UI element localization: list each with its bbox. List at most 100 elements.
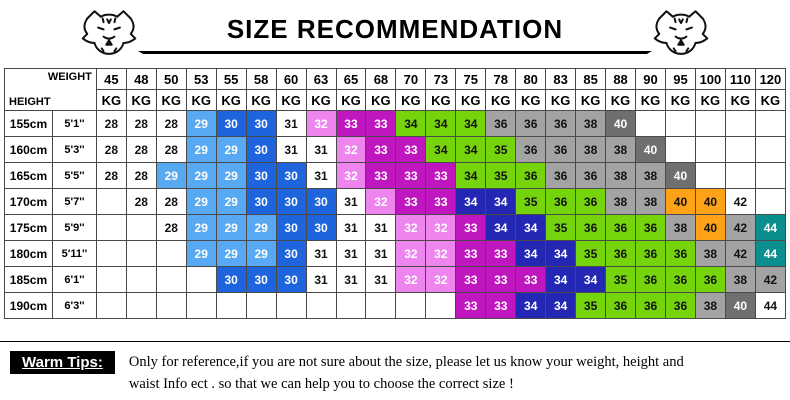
- empty-cell: [185, 266, 217, 293]
- weight-header: 60: [275, 68, 307, 90]
- empty-cell: [155, 266, 187, 293]
- size-cell: 36: [664, 240, 696, 267]
- size-cell: 35: [575, 292, 607, 319]
- size-cell: 28: [95, 136, 127, 163]
- title-underline: [138, 51, 652, 54]
- size-cell: 31: [365, 266, 397, 293]
- tips-line-1: Only for reference,if you are not sure a…: [128, 354, 684, 370]
- size-cell: 40: [664, 188, 696, 215]
- weight-header: 70: [395, 68, 427, 90]
- unit-kg-label: KG: [694, 89, 726, 111]
- size-cell: 36: [545, 136, 577, 163]
- weight-header: 83: [545, 68, 577, 90]
- size-cell: 30: [275, 240, 307, 267]
- height-row: 155cm 5'1'' 28 28 28 29 30 30 31 32 33 33 34 34 34 36 36…: [4, 110, 787, 137]
- unit-kg-label: KG: [155, 89, 187, 111]
- height-ft-label: 5'3'': [51, 136, 97, 163]
- corner-weight-height: WEIGHT HEIGHT: [4, 68, 97, 111]
- size-cell: 31: [305, 162, 337, 189]
- size-cell: 36: [605, 240, 637, 267]
- size-cell: 36: [575, 214, 607, 241]
- size-cell: 28: [155, 188, 187, 215]
- size-cell: 32: [395, 266, 427, 293]
- size-cell: 38: [694, 292, 726, 319]
- size-cell: 38: [605, 162, 637, 189]
- size-cell: 28: [125, 188, 157, 215]
- empty-cell: [275, 292, 307, 319]
- empty-cell: [95, 240, 127, 267]
- size-cell: 28: [95, 162, 127, 189]
- size-cell: 33: [455, 214, 487, 241]
- size-cell: 44: [754, 292, 787, 319]
- size-cell: 31: [335, 266, 367, 293]
- size-cell: 36: [635, 214, 666, 241]
- weight-header: 100: [694, 68, 726, 90]
- size-cell: 34: [485, 188, 517, 215]
- unit-kg-label: KG: [125, 89, 157, 111]
- weight-header: 53: [185, 68, 217, 90]
- empty-cell: [95, 214, 127, 241]
- size-cell: 35: [485, 162, 517, 189]
- empty-cell: [694, 136, 726, 163]
- unit-kg-label: KG: [425, 89, 457, 111]
- size-cell: 33: [395, 136, 427, 163]
- size-cell: 40: [635, 136, 666, 163]
- empty-cell: [395, 292, 427, 319]
- unit-kg-label: KG: [185, 89, 217, 111]
- empty-cell: [365, 292, 397, 319]
- empty-cell: [754, 162, 787, 189]
- size-cell: 33: [425, 188, 457, 215]
- empty-cell: [95, 188, 127, 215]
- size-cell: 38: [635, 188, 666, 215]
- height-ft-label: 5'9'': [51, 214, 97, 241]
- tiger-logo-right: [653, 10, 709, 55]
- size-cell: 30: [245, 266, 277, 293]
- size-cell: 30: [245, 188, 277, 215]
- title-block: SIZE RECOMMENDATION: [138, 6, 652, 54]
- size-cell: 28: [155, 136, 187, 163]
- size-cell: 38: [635, 162, 666, 189]
- size-cell: 29: [185, 162, 217, 189]
- empty-cell: [724, 136, 756, 163]
- empty-cell: [125, 240, 157, 267]
- unit-kg-label: KG: [335, 89, 367, 111]
- weight-header: 90: [635, 68, 666, 90]
- weight-header: 63: [305, 68, 337, 90]
- size-cell: 36: [575, 162, 607, 189]
- size-cell: 38: [575, 110, 607, 137]
- size-cell: 40: [605, 110, 637, 137]
- size-cell: 36: [664, 266, 696, 293]
- empty-cell: [724, 110, 756, 137]
- empty-cell: [425, 292, 457, 319]
- size-cell: 33: [365, 136, 397, 163]
- weight-header: 120: [754, 68, 787, 90]
- height-ft-label: 5'5'': [51, 162, 97, 189]
- size-cell: 29: [215, 162, 247, 189]
- size-cell: 30: [215, 110, 247, 137]
- size-cell: 36: [635, 266, 666, 293]
- size-cell: 31: [305, 266, 337, 293]
- size-cell: 34: [515, 240, 547, 267]
- size-cell: 36: [545, 110, 577, 137]
- size-cell: 30: [275, 188, 307, 215]
- size-cell: 36: [635, 292, 666, 319]
- size-cell: 34: [575, 266, 607, 293]
- empty-cell: [245, 292, 277, 319]
- unit-kg-label: KG: [215, 89, 247, 111]
- size-cell: 28: [125, 162, 157, 189]
- size-cell: 32: [395, 240, 427, 267]
- size-cell: 44: [754, 214, 787, 241]
- unit-kg-label: KG: [635, 89, 666, 111]
- size-cell: 38: [605, 188, 637, 215]
- size-cell: 42: [724, 240, 756, 267]
- size-cell: 33: [455, 240, 487, 267]
- size-cell: 35: [575, 240, 607, 267]
- unit-kg-label: KG: [395, 89, 427, 111]
- size-cell: 30: [275, 266, 307, 293]
- unit-kg-label: KG: [545, 89, 577, 111]
- size-cell: 33: [425, 162, 457, 189]
- size-cell: 32: [335, 136, 367, 163]
- height-row: 175cm 5'9'' 28 29 29 29 30 30 31 31 32 32 33 34 34 35 36…: [4, 214, 787, 241]
- empty-cell: [335, 292, 367, 319]
